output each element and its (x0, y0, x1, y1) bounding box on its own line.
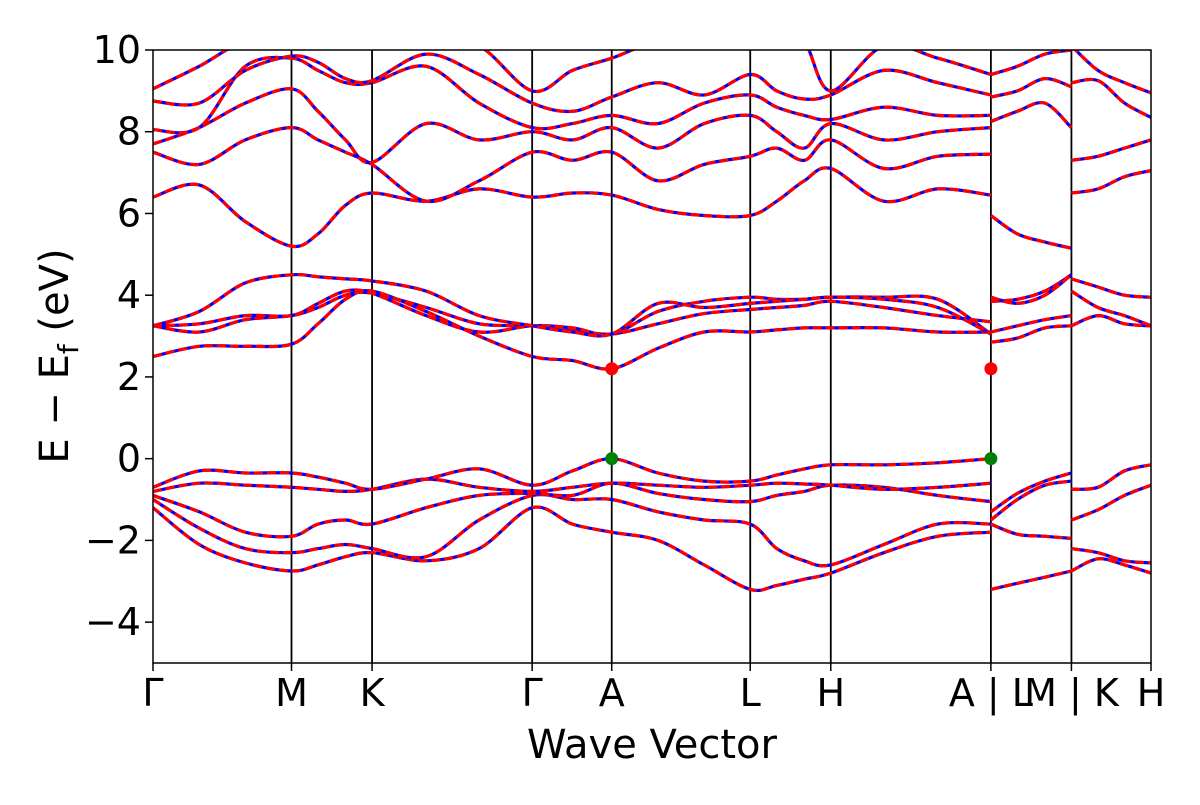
band-line (1070, 289, 1151, 328)
band-line (153, 272, 992, 338)
band-line (1073, 50, 1151, 95)
band-line (990, 522, 1072, 540)
band-line (1070, 277, 1151, 299)
band-line-overlay (153, 55, 991, 135)
y-axis-label-main: E − E (32, 354, 78, 464)
band-line (153, 481, 992, 539)
band-line (153, 457, 992, 491)
band-line (990, 76, 1072, 99)
band-line (1071, 547, 1151, 565)
band-line-overlay (989, 214, 1072, 250)
band-line (990, 273, 1073, 303)
cbm-marker (984, 362, 998, 376)
x-tick-label: H (1137, 671, 1166, 715)
y-tick-label: 2 (117, 355, 141, 399)
high-symmetry-lines (290, 50, 1073, 663)
x-tick-label: L (740, 671, 761, 715)
band-line (153, 492, 991, 568)
band-line (153, 87, 992, 165)
band-line (153, 50, 992, 94)
x-tick-label: Γ (522, 671, 543, 715)
band-line-overlay (153, 52, 992, 114)
x-tick-label: M (275, 671, 308, 715)
extrema-markers (605, 362, 998, 466)
band-line (1071, 77, 1151, 119)
y-tick-label: −4 (85, 600, 141, 644)
band-line (153, 505, 992, 593)
x-tick-label: K (360, 671, 386, 715)
cbm-marker (605, 362, 619, 376)
band-line (990, 100, 1073, 129)
x-tick-label: M | K (1024, 671, 1120, 716)
band-line (1070, 314, 1151, 328)
x-tick-label: A | L (949, 671, 1033, 716)
band-line-overlay (153, 481, 992, 539)
band-lines (153, 50, 1151, 593)
band-line (153, 477, 992, 494)
y-axis-label: E − Ef (eV) (32, 248, 85, 463)
band-line (990, 273, 1073, 306)
plot-frame (152, 49, 1152, 664)
y-tick-label: 6 (117, 191, 141, 235)
y-axis-ticks: −4 −2 0 2 4 6 8 10 (85, 28, 153, 644)
band-line-overlay (153, 166, 992, 249)
band-line (153, 166, 992, 249)
y-tick-label: 8 (117, 110, 141, 154)
band-line (1071, 169, 1151, 195)
band-line-overlay (153, 87, 992, 165)
band-line (1071, 463, 1151, 491)
band-line (990, 50, 1072, 77)
y-tick-label: 10 (93, 28, 141, 72)
x-axis-ticks: Γ M K Γ A L H A | LM | K H (142, 663, 1165, 716)
x-axis-label: Wave Vector (527, 722, 778, 768)
band-line-overlay (990, 273, 1073, 306)
band-line (989, 471, 1072, 514)
x-tick-label: H (816, 671, 845, 715)
band-line-overlay (990, 50, 1072, 77)
band-line (989, 214, 1072, 250)
band-line-overlay (153, 505, 992, 593)
vbm-marker (984, 452, 998, 466)
band-line-overlay (1073, 50, 1151, 95)
y-tick-label: 0 (117, 437, 141, 481)
band-line-overlay (153, 492, 991, 568)
x-tick-label: A (599, 671, 625, 715)
y-tick-label: −2 (85, 518, 141, 562)
band-line (1071, 138, 1151, 162)
y-axis-label-unit: (eV) (32, 248, 78, 344)
band-line (153, 52, 992, 114)
band-line (989, 479, 1072, 522)
band-line (1070, 483, 1151, 522)
vbm-marker (605, 452, 619, 466)
band-line (153, 125, 991, 204)
band-line (153, 55, 991, 135)
band-line-overlay (153, 50, 992, 94)
band-line (1070, 557, 1151, 575)
y-tick-label: 4 (117, 273, 141, 317)
band-line (990, 314, 1072, 334)
x-tick-label: Γ (142, 671, 163, 715)
band-line (153, 289, 991, 371)
band-line-overlay (1070, 277, 1151, 299)
band-line (990, 324, 1072, 344)
y-axis-label-subscript: f (52, 343, 85, 354)
band-line (990, 569, 1072, 591)
